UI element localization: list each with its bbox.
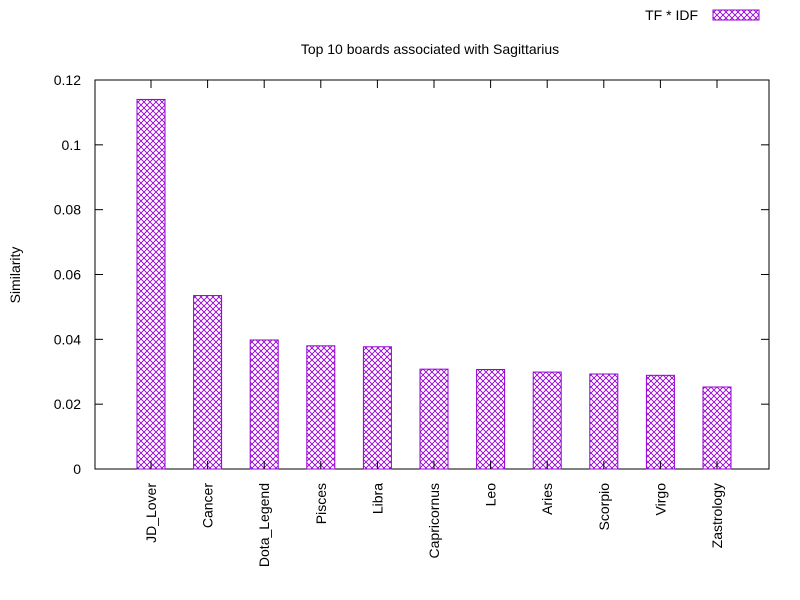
bar <box>362 346 392 470</box>
y-tick-label: 0 <box>73 461 81 477</box>
x-tick-label: JD_Lover <box>143 483 159 543</box>
x-tick-label: Zastrology <box>709 483 725 548</box>
bar <box>645 374 675 470</box>
bar <box>136 98 166 470</box>
y-tick-label: 0.02 <box>54 396 81 412</box>
bar <box>249 339 279 470</box>
y-tick-label: 0.12 <box>54 72 81 88</box>
bar <box>589 373 619 470</box>
bar <box>702 386 732 470</box>
x-tick-label: Dota_Legend <box>256 483 272 567</box>
x-tick-label: Leo <box>483 483 499 507</box>
bar <box>193 295 223 470</box>
bar <box>419 368 449 470</box>
bar-series <box>136 98 732 470</box>
legend: TF * IDF <box>645 7 760 23</box>
bar <box>532 371 562 470</box>
y-tick-label: 0.08 <box>54 202 81 218</box>
x-tick-label: Aries <box>539 483 555 515</box>
y-axis-ticks: 0 0.02 0.04 0.06 0.08 0.1 0.12 <box>54 72 769 477</box>
y-axis-label: Similarity <box>7 247 23 304</box>
legend-label: TF * IDF <box>645 7 698 23</box>
x-tick-label: Virgo <box>652 483 668 516</box>
y-tick-label: 0.06 <box>54 267 81 283</box>
bar <box>476 368 506 470</box>
y-tick-label: 0.04 <box>54 331 81 347</box>
x-axis-ticks: JD_Lover Cancer Dota_Legend Pisces Libra Capr… <box>143 80 725 567</box>
x-tick-label: Cancer <box>200 483 216 528</box>
legend-swatch <box>712 9 760 21</box>
x-tick-label: Scorpio <box>596 483 612 531</box>
x-tick-label: Capricornus <box>426 483 442 558</box>
bar <box>306 345 336 470</box>
x-tick-label: Libra <box>369 483 385 514</box>
chart-title: Top 10 boards associated with Sagittariu… <box>301 41 559 57</box>
y-tick-label: 0.1 <box>62 137 82 153</box>
x-tick-label: Pisces <box>313 483 329 524</box>
